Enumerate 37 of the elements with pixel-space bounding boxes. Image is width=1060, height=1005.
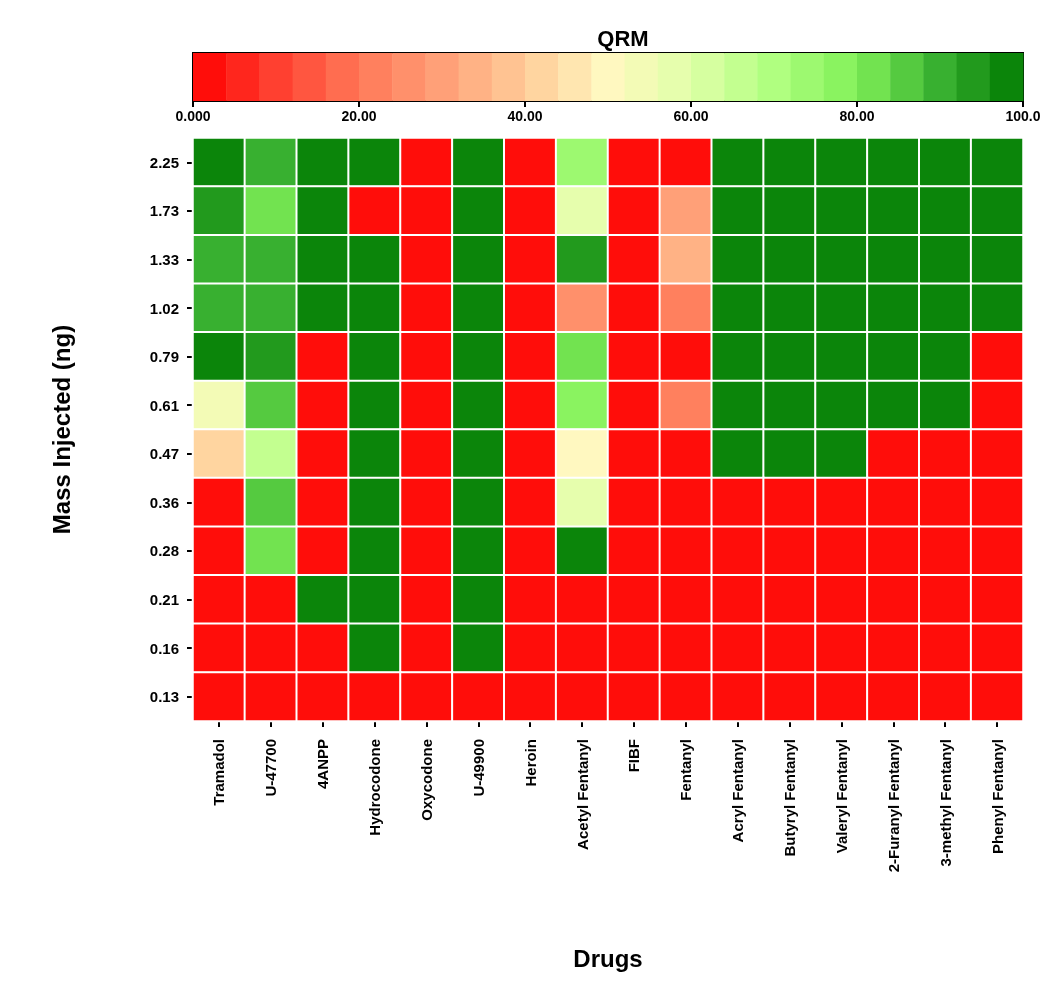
color-bar-label: 20.00 bbox=[341, 108, 377, 124]
y-tick-label: 1.33 bbox=[149, 250, 179, 268]
x-tick-label: 3-methyl Fentanyl bbox=[936, 739, 954, 867]
y-axis-title: Mass Injected (ng) bbox=[47, 324, 75, 535]
color-bar-label: 40.00 bbox=[507, 108, 543, 124]
x-tick-label: Tramadol bbox=[210, 739, 228, 806]
y-tick-label: 0.36 bbox=[149, 493, 179, 511]
x-tick-label: Oxycodone bbox=[417, 739, 435, 821]
y-tick-label: 1.02 bbox=[149, 299, 179, 317]
y-tick-label: 2.25 bbox=[149, 153, 179, 171]
y-tick-label: 0.47 bbox=[149, 445, 179, 463]
x-tick-label: 2-Furanyl Fentanyl bbox=[884, 739, 902, 873]
x-axis-title: Drugs bbox=[573, 944, 643, 972]
color-bar-label: 100.0 bbox=[1005, 108, 1041, 124]
y-tick-label: 0.61 bbox=[149, 396, 179, 414]
color-bar-label: 0.000 bbox=[175, 108, 211, 124]
x-tick-label: U-47700 bbox=[262, 739, 280, 797]
x-tick-label: Heroin bbox=[521, 739, 539, 787]
y-tick-label: 0.13 bbox=[149, 688, 179, 706]
x-tick-label: 4ANPP bbox=[314, 739, 332, 790]
x-tick-label: Acryl Fentanyl bbox=[729, 739, 747, 843]
x-tick-label: FIBF bbox=[625, 739, 643, 773]
color-bar-title: QRM bbox=[597, 25, 649, 51]
x-tick-label: Acetyl Fentanyl bbox=[573, 739, 591, 850]
x-tick-label: Phenyl Fentanyl bbox=[988, 739, 1006, 855]
y-tick-label: 0.28 bbox=[149, 542, 179, 560]
x-tick-label: Butyryl Fentanyl bbox=[781, 739, 799, 857]
color-bar-label: 80.00 bbox=[839, 108, 875, 124]
x-tick-label: Hydrocodone bbox=[366, 739, 384, 836]
x-tick-label: U-49900 bbox=[469, 739, 487, 797]
y-tick-label: 0.79 bbox=[149, 348, 179, 366]
y-tick-label: 1.73 bbox=[149, 202, 179, 220]
x-tick-label: Fentanyl bbox=[677, 739, 695, 801]
color-bar-label: 60.00 bbox=[673, 108, 709, 124]
y-tick-label: 0.21 bbox=[149, 591, 179, 609]
x-tick-label: Valeryl Fentanyl bbox=[832, 739, 850, 854]
y-tick-label: 0.16 bbox=[149, 639, 179, 657]
